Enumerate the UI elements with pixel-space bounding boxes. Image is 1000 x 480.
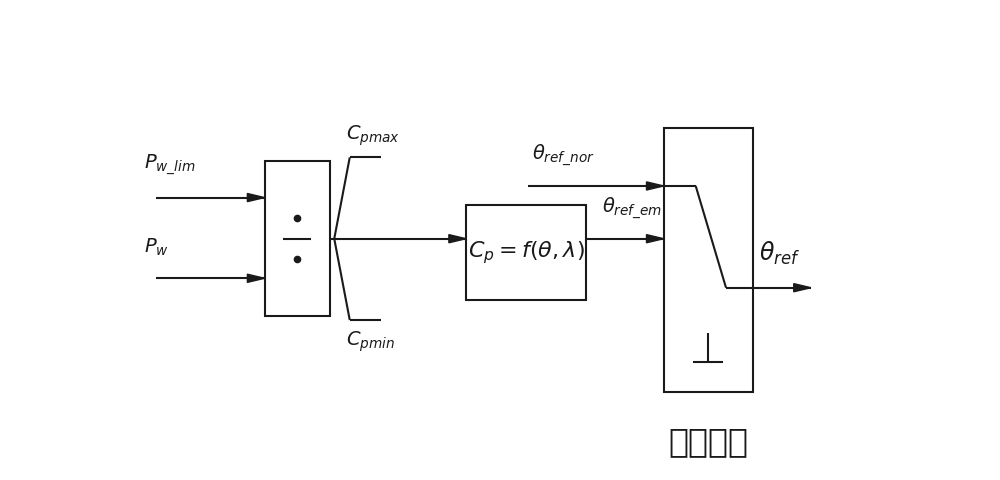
Text: $\theta_{ref\_em}$: $\theta_{ref\_em}$ — [602, 196, 662, 221]
Text: $C_{pmin}$: $C_{pmin}$ — [346, 329, 395, 354]
Polygon shape — [247, 193, 264, 202]
Text: $P_w$: $P_w$ — [144, 237, 169, 258]
Bar — [264, 161, 330, 316]
Polygon shape — [247, 274, 264, 282]
Text: $C_{pmax}$: $C_{pmax}$ — [346, 124, 400, 148]
Polygon shape — [646, 235, 664, 243]
Text: $P_{w\_lim}$: $P_{w\_lim}$ — [144, 153, 196, 177]
Polygon shape — [794, 284, 811, 292]
Text: $\theta_{ref\_nor}$: $\theta_{ref\_nor}$ — [532, 143, 595, 168]
Text: $\theta_{ref}$: $\theta_{ref}$ — [759, 240, 800, 267]
Text: $C_p=f(\theta, \lambda)$: $C_p=f(\theta, \lambda)$ — [468, 239, 584, 266]
Polygon shape — [449, 235, 466, 243]
Text: 逻辑控制: 逻辑控制 — [668, 425, 748, 458]
Bar — [664, 128, 753, 392]
Polygon shape — [646, 182, 664, 190]
Bar — [466, 205, 586, 300]
